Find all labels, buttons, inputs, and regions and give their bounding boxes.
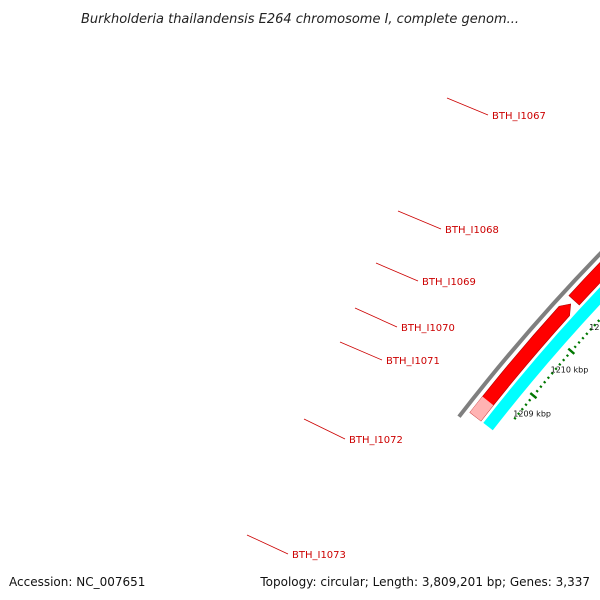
gene-label: BTH_I1067 xyxy=(492,111,546,122)
minor-tick xyxy=(593,323,597,327)
gene-label-connector xyxy=(354,307,398,328)
gene-label-connector xyxy=(339,341,383,361)
tick-label: 1211 kbp xyxy=(589,323,600,332)
gene-arrow-forward xyxy=(568,262,600,306)
forward-strand-layer xyxy=(469,262,600,422)
gene-label-connector xyxy=(246,534,289,555)
gene-block-reverse xyxy=(483,287,600,431)
gene-label-connector xyxy=(303,418,346,440)
gene-label: BTH_I1069 xyxy=(422,277,476,288)
major-tick xyxy=(529,392,538,400)
minor-tick xyxy=(585,332,589,336)
minor-tick xyxy=(528,398,532,402)
minor-tick xyxy=(589,327,593,332)
minor-tick xyxy=(517,412,521,416)
gene-label-layer: BTH_I1067 BTH_I1068 BTH_I1069 BTH_I1070 BTH_… xyxy=(246,97,546,561)
gene-label: BTH_I1071 xyxy=(386,356,440,367)
backbone-layer xyxy=(457,251,600,418)
reverse-strand-layer xyxy=(483,287,600,431)
genome-summary-text: Topology: circular; Length: 3,809,201 bp… xyxy=(259,575,590,589)
minor-tick xyxy=(513,416,517,420)
minor-tick xyxy=(550,371,554,375)
minor-tick xyxy=(554,367,558,371)
gene-label: BTH_I1073 xyxy=(292,550,346,561)
minor-tick xyxy=(558,362,562,366)
minor-tick xyxy=(597,319,600,323)
gene-label: BTH_I1072 xyxy=(349,435,403,446)
minor-tick xyxy=(565,354,570,358)
gene-arrow-forward xyxy=(469,303,572,422)
minor-tick xyxy=(562,358,566,362)
backbone-circle xyxy=(457,251,600,418)
minor-tick xyxy=(573,345,577,349)
major-tick xyxy=(567,347,576,355)
accession-text: Accession: NC_007651 xyxy=(9,575,145,589)
gene-label-connector xyxy=(446,97,489,116)
tick-label: 1209 kbp xyxy=(513,409,551,418)
minor-tick xyxy=(535,389,539,393)
minor-tick xyxy=(524,403,528,407)
map-title: Burkholderia thailandensis E264 chromoso… xyxy=(81,12,519,27)
minor-tick xyxy=(539,385,543,389)
minor-tick xyxy=(520,407,524,411)
minor-tick xyxy=(546,376,550,380)
minor-tick xyxy=(543,380,547,384)
minor-tick xyxy=(581,336,585,340)
minor-tick xyxy=(577,340,581,345)
gene-arrow-forward-fragment xyxy=(469,396,494,422)
gene-label: BTH_I1068 xyxy=(445,225,499,236)
gene-label: BTH_I1070 xyxy=(401,323,455,334)
gene-label-connector xyxy=(375,262,419,282)
gene-label-connector xyxy=(397,210,442,230)
tick-label: 1210 kbp xyxy=(551,366,589,375)
